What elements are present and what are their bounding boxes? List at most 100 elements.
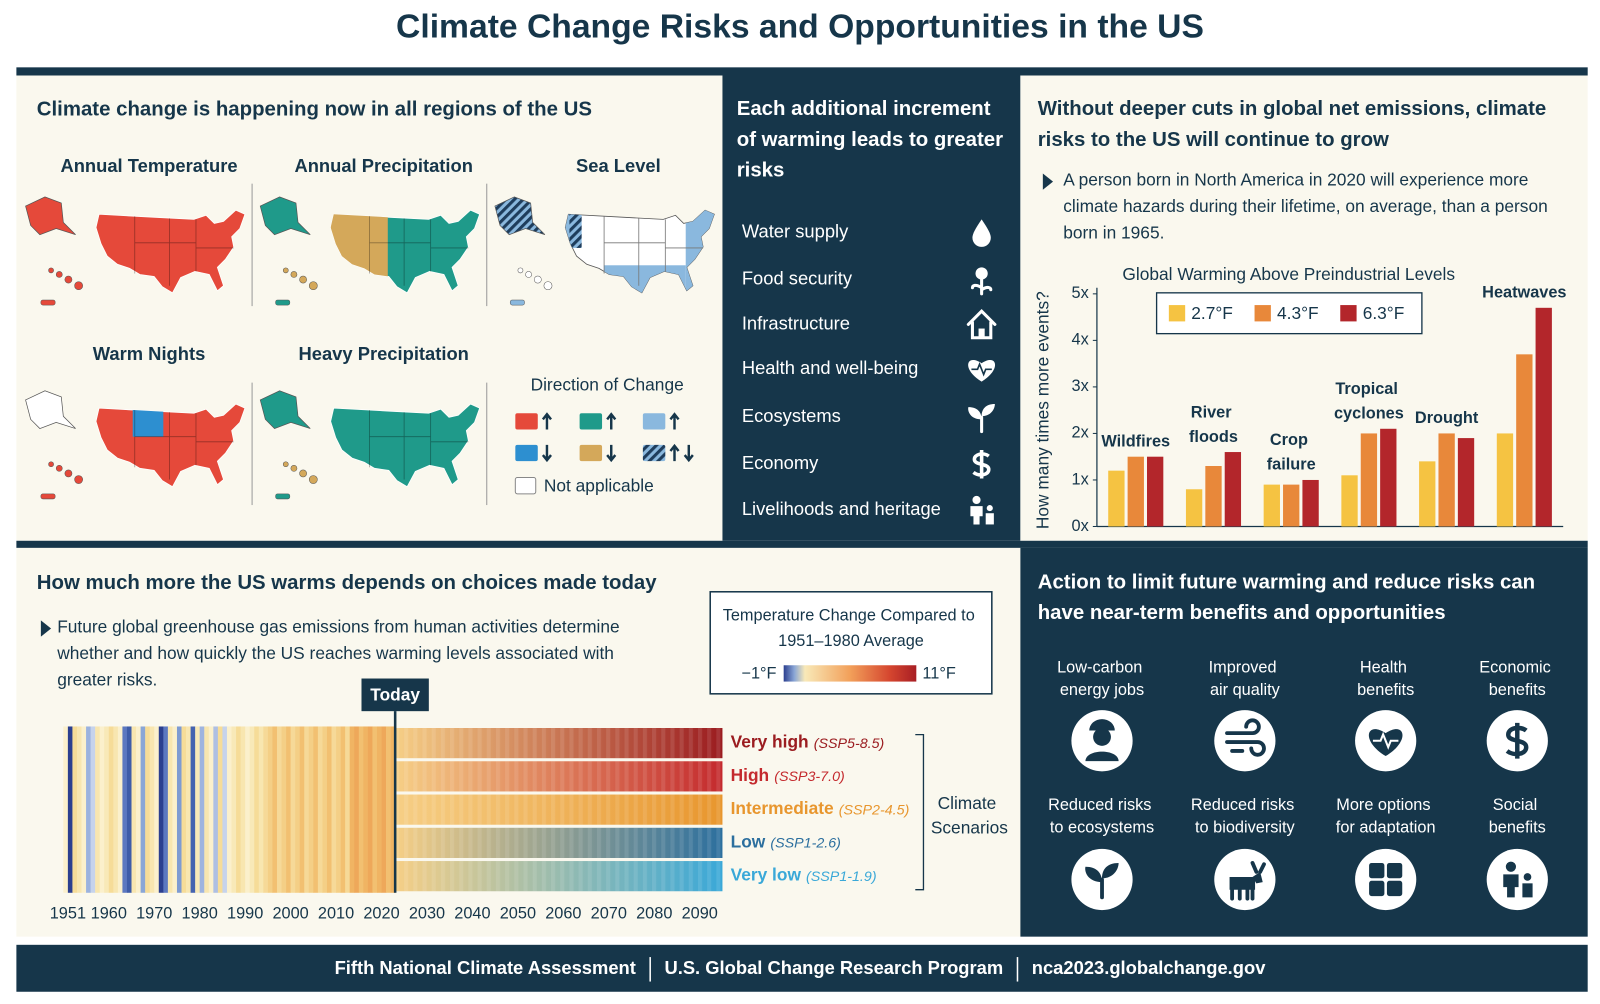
scenario-code: (SSP2-4.5) xyxy=(839,802,910,818)
region-lines xyxy=(369,216,469,286)
alaska xyxy=(25,390,76,429)
hawaii xyxy=(48,461,54,468)
icon-part xyxy=(985,513,994,525)
x-tick-label: 2020 xyxy=(363,905,399,923)
hawaii xyxy=(282,267,289,274)
stripe xyxy=(276,726,282,893)
text-line: to ecosystems xyxy=(1050,819,1154,837)
text-line: failure xyxy=(1267,456,1316,474)
arrow xyxy=(683,444,694,463)
stripe xyxy=(72,726,78,893)
icon-part xyxy=(1225,718,1266,757)
hawaii xyxy=(299,275,307,284)
x-tick-label: 2070 xyxy=(591,905,627,923)
footer-text: U.S. Global Change Research Program xyxy=(664,957,1003,978)
stripe xyxy=(199,726,205,893)
text-line: Drought xyxy=(1415,409,1479,427)
scenario-texture xyxy=(395,728,723,759)
region-lines xyxy=(369,410,469,480)
hawaii xyxy=(290,465,298,472)
bar xyxy=(1185,489,1203,527)
stripe xyxy=(122,726,128,893)
benefit-label: Reduced risks to biodiversity xyxy=(1191,796,1299,836)
icon xyxy=(1085,862,1119,900)
us-map xyxy=(25,196,246,306)
icon xyxy=(968,404,995,434)
text-line: Health xyxy=(1360,659,1412,677)
stripe xyxy=(299,726,305,893)
legend-swatch xyxy=(642,444,666,462)
y-tick-label: 5x xyxy=(1072,284,1089,302)
text-line: risks xyxy=(737,160,785,182)
stripe xyxy=(154,726,160,893)
region-lines xyxy=(134,216,234,286)
stripe xyxy=(286,726,291,893)
text-line: River xyxy=(1191,404,1236,422)
scenario-texture xyxy=(395,761,723,792)
stripe xyxy=(176,726,182,893)
text-line: benefits xyxy=(1357,681,1414,699)
x-tick-label: 1980 xyxy=(182,905,218,923)
map-label: Annual Precipitation xyxy=(294,155,473,176)
stripe xyxy=(186,726,191,893)
y-tick-label: 1x xyxy=(1072,470,1089,488)
stripe xyxy=(213,726,219,893)
text-line: A person born in North America in 2020 w… xyxy=(1063,169,1533,189)
icon-part xyxy=(1369,880,1385,897)
map-label: Annual Temperature xyxy=(60,155,237,176)
x-tick-label: 1970 xyxy=(136,905,172,923)
icon-part xyxy=(970,506,983,525)
icon-part xyxy=(1505,861,1517,872)
text-line: benefits xyxy=(1489,819,1546,837)
hawaii xyxy=(290,271,298,278)
bar xyxy=(1496,433,1514,527)
region-lines xyxy=(603,216,704,286)
stripe xyxy=(231,726,237,893)
scenario-code: (SSP5-8.5) xyxy=(814,736,885,752)
stripe xyxy=(181,726,187,893)
panel-heading: Without deeper cuts in global net emissi… xyxy=(1038,99,1552,152)
benefit-label: More options for adaptation xyxy=(1336,796,1436,836)
hawaii xyxy=(55,465,63,472)
arrow xyxy=(606,412,617,430)
text-line: floods xyxy=(1189,428,1238,446)
stripe xyxy=(136,726,141,893)
icon xyxy=(972,219,991,247)
stripe xyxy=(336,726,341,893)
y-tick-label: 0x xyxy=(1072,517,1089,535)
bar xyxy=(1419,461,1436,527)
risk-item: Ecosystems xyxy=(742,405,841,426)
scenario-texture xyxy=(395,794,723,825)
legend-title: Direction of Change xyxy=(531,374,684,394)
benefit-label: Economic benefits xyxy=(1479,659,1555,699)
x-tick-label: 2030 xyxy=(409,905,445,923)
mainland xyxy=(330,403,481,488)
stripe xyxy=(113,726,119,893)
text-line: 1951–1980 Average xyxy=(778,632,924,650)
stripe xyxy=(390,726,396,893)
x-tick-label: 2040 xyxy=(454,905,490,923)
puerto-rico xyxy=(275,299,291,306)
stripe xyxy=(349,726,355,893)
y-tick-label: 2x xyxy=(1072,424,1089,442)
bullet xyxy=(40,620,52,637)
text-line: Temperature Change Compared to xyxy=(723,607,980,625)
stripe xyxy=(95,726,100,893)
icon xyxy=(1368,729,1403,757)
bar xyxy=(1263,484,1280,527)
map-region xyxy=(569,210,582,248)
today-label: Today xyxy=(370,684,420,704)
bullet xyxy=(1042,173,1054,190)
text-line: Low-carbon xyxy=(1057,659,1147,677)
hawaii xyxy=(74,475,83,484)
benefit-label: Social benefits xyxy=(1489,796,1546,836)
icon-part xyxy=(1386,880,1403,897)
stripe xyxy=(372,726,378,893)
icon-part xyxy=(1230,887,1255,901)
mainland xyxy=(95,209,246,294)
bar xyxy=(1108,470,1125,527)
text-line: Reduced risks xyxy=(1191,796,1299,814)
stripe xyxy=(322,726,328,893)
footer-text: Fifth National Climate Assessment xyxy=(335,957,636,978)
